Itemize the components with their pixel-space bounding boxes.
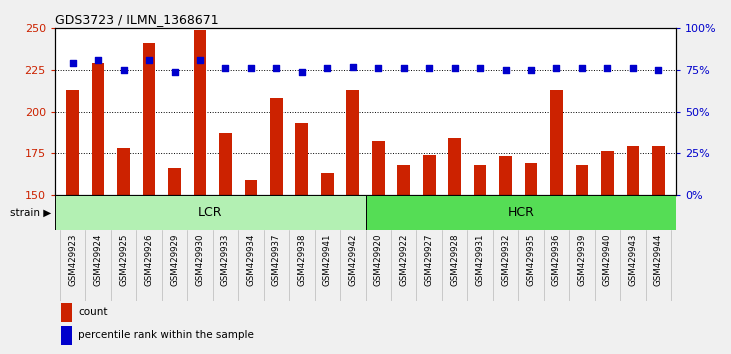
Point xyxy=(296,69,308,74)
Text: GSM429926: GSM429926 xyxy=(145,234,154,286)
Point xyxy=(118,67,129,73)
Bar xyxy=(372,142,385,195)
Bar xyxy=(67,90,79,195)
Bar xyxy=(117,148,130,195)
Text: GSM429944: GSM429944 xyxy=(654,234,663,286)
Text: GSM429922: GSM429922 xyxy=(399,234,408,286)
Text: GSM429923: GSM429923 xyxy=(68,234,77,286)
Bar xyxy=(61,326,72,345)
Bar xyxy=(194,30,206,195)
Point xyxy=(143,57,155,63)
Bar xyxy=(55,195,366,230)
Bar xyxy=(295,123,308,195)
Bar xyxy=(575,165,588,195)
Bar xyxy=(601,152,614,195)
Point xyxy=(550,65,562,71)
Point xyxy=(92,57,104,63)
Point xyxy=(423,65,435,71)
Bar xyxy=(398,165,410,195)
Text: LCR: LCR xyxy=(198,206,222,219)
Text: GSM429930: GSM429930 xyxy=(195,234,205,286)
Text: GSM429942: GSM429942 xyxy=(348,234,357,286)
Bar xyxy=(219,133,232,195)
Point xyxy=(474,65,486,71)
Text: strain ▶: strain ▶ xyxy=(10,207,51,217)
Text: GSM429937: GSM429937 xyxy=(272,234,281,286)
Bar xyxy=(474,165,486,195)
Text: GSM429931: GSM429931 xyxy=(476,234,485,286)
Bar xyxy=(245,180,257,195)
Text: GSM429924: GSM429924 xyxy=(94,234,102,286)
Point xyxy=(169,69,181,74)
Text: GSM429943: GSM429943 xyxy=(629,234,637,286)
Bar xyxy=(423,155,436,195)
Point xyxy=(398,65,409,71)
Bar xyxy=(448,138,461,195)
Text: GSM429936: GSM429936 xyxy=(552,234,561,286)
Bar xyxy=(61,303,72,321)
Bar xyxy=(168,168,181,195)
Text: GSM429933: GSM429933 xyxy=(221,234,230,286)
Point xyxy=(500,67,512,73)
Text: GSM429927: GSM429927 xyxy=(425,234,433,286)
Text: count: count xyxy=(78,307,108,318)
Point xyxy=(245,65,257,71)
Text: GSM429920: GSM429920 xyxy=(374,234,383,286)
Bar xyxy=(92,63,105,195)
Point xyxy=(270,65,282,71)
Point xyxy=(525,67,537,73)
Bar xyxy=(652,147,664,195)
Bar xyxy=(321,173,333,195)
Bar xyxy=(550,90,563,195)
Bar xyxy=(499,156,512,195)
Point xyxy=(449,65,461,71)
Text: GSM429940: GSM429940 xyxy=(603,234,612,286)
Text: GDS3723 / ILMN_1368671: GDS3723 / ILMN_1368671 xyxy=(55,13,219,26)
Text: GSM429935: GSM429935 xyxy=(526,234,536,286)
Point xyxy=(653,67,664,73)
Point xyxy=(219,65,231,71)
Text: HCR: HCR xyxy=(507,206,534,219)
Bar xyxy=(525,163,537,195)
Point xyxy=(627,65,639,71)
Point xyxy=(194,57,206,63)
Point xyxy=(347,64,359,69)
Point xyxy=(576,65,588,71)
Bar xyxy=(143,43,156,195)
Text: percentile rank within the sample: percentile rank within the sample xyxy=(78,330,254,341)
Text: GSM429934: GSM429934 xyxy=(246,234,255,286)
Point xyxy=(372,65,384,71)
Text: GSM429939: GSM429939 xyxy=(577,234,586,286)
Text: GSM429941: GSM429941 xyxy=(323,234,332,286)
Bar xyxy=(366,195,676,230)
Bar xyxy=(346,90,359,195)
Point xyxy=(602,65,613,71)
Point xyxy=(322,65,333,71)
Text: GSM429938: GSM429938 xyxy=(298,234,306,286)
Text: GSM429925: GSM429925 xyxy=(119,234,128,286)
Bar xyxy=(626,147,639,195)
Text: GSM429929: GSM429929 xyxy=(170,234,179,286)
Text: GSM429928: GSM429928 xyxy=(450,234,459,286)
Point xyxy=(67,61,78,66)
Text: GSM429932: GSM429932 xyxy=(501,234,510,286)
Bar xyxy=(270,98,283,195)
